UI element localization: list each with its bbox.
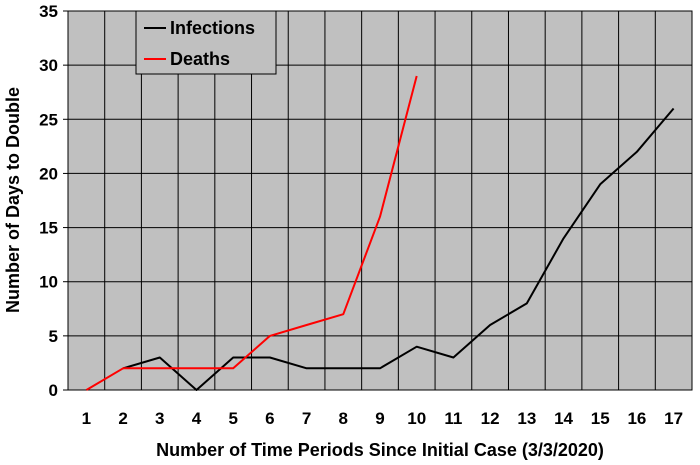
y-tick-label: 15 <box>39 219 58 238</box>
y-tick-label: 0 <box>49 381 58 400</box>
y-axis-title: Number of Days to Double <box>3 87 23 313</box>
y-tick-label: 5 <box>49 327 58 346</box>
x-tick-label: 7 <box>302 409 311 428</box>
x-tick-label: 5 <box>228 409 237 428</box>
series-line-infections <box>122 107 675 391</box>
x-axis-title: Number of Time Periods Since Initial Cas… <box>156 440 604 460</box>
x-tick-label: 9 <box>375 409 384 428</box>
x-tick-label: 17 <box>664 409 683 428</box>
x-tick-label: 10 <box>407 409 426 428</box>
legend-label-infections: Infections <box>170 18 255 38</box>
x-tick-label: 8 <box>339 409 348 428</box>
x-tick-label: 14 <box>554 409 573 428</box>
legend: Infections Deaths <box>135 10 277 75</box>
x-tick-label: 3 <box>155 409 164 428</box>
legend-box <box>135 10 277 75</box>
y-tick-label: 25 <box>39 110 58 129</box>
x-tick-label: 16 <box>627 409 646 428</box>
x-tick-labels: 1 2 3 4 5 6 7 8 9 10 11 12 13 14 15 16 17 <box>82 409 683 428</box>
y-tick-labels: 0 5 10 15 20 25 30 35 <box>39 2 68 400</box>
y-tick-label: 20 <box>39 164 58 183</box>
y-tick-label: 30 <box>39 56 58 75</box>
x-tick-label: 2 <box>118 409 127 428</box>
x-tick-label: 4 <box>192 409 202 428</box>
grid <box>68 11 692 390</box>
series-layer <box>85 75 675 391</box>
y-tick-label: 35 <box>39 2 58 21</box>
y-tick-label: 10 <box>39 273 58 292</box>
x-tick-label: 15 <box>591 409 610 428</box>
legend-label-deaths: Deaths <box>170 49 230 69</box>
x-tick-label: 13 <box>517 409 536 428</box>
x-tick-label: 12 <box>481 409 500 428</box>
x-tick-label: 11 <box>444 409 462 428</box>
series-line-deaths <box>85 75 418 391</box>
x-tick-label: 1 <box>82 409 91 428</box>
x-tick-label: 6 <box>265 409 274 428</box>
